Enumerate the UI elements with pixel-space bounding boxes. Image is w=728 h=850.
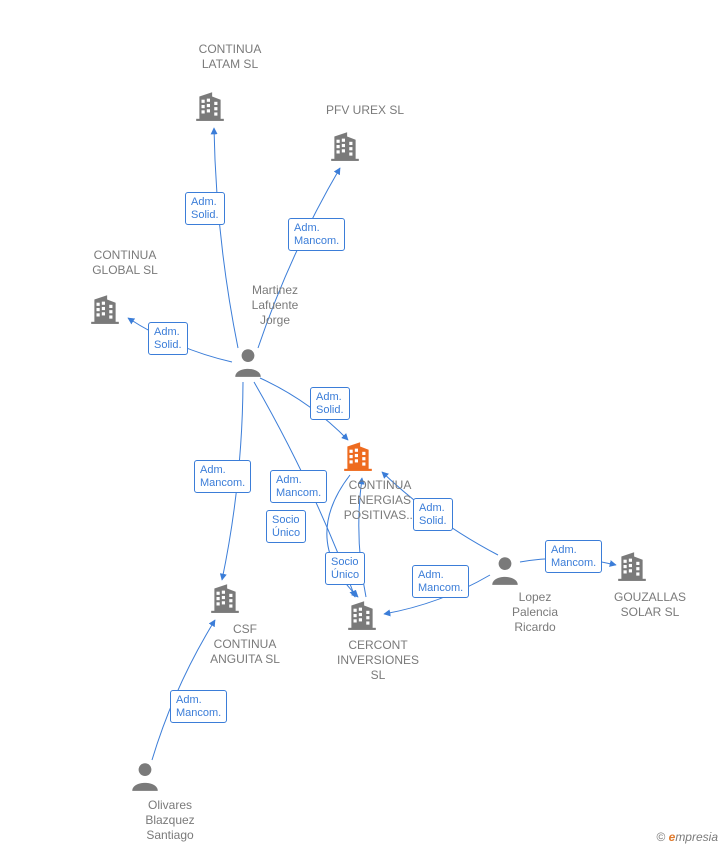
person-icon-lopez[interactable]	[488, 553, 522, 592]
copyright-symbol: ©	[656, 830, 665, 844]
edge-label-continua_energias-cercont: Socio Único	[266, 510, 306, 543]
edge-martinez-continua_global	[128, 318, 232, 362]
edge-label-martinez-csf_anguita: Adm. Mancom.	[194, 460, 251, 493]
edge-martinez-continua_energias	[260, 378, 348, 440]
edge-label-martinez-continua_energias: Adm. Solid.	[310, 387, 350, 420]
edge-label-olivares-csf_anguita: Adm. Mancom.	[170, 690, 227, 723]
edge-cercont-continua_energias	[359, 478, 366, 597]
brand-rest: mpresia	[675, 830, 718, 844]
node-label-cercont: CERCONT INVERSIONES SL	[328, 638, 428, 683]
edge-label-martinez-pfv_urex: Adm. Mancom.	[288, 218, 345, 251]
node-label-martinez: Martinez Lafuente Jorge	[225, 283, 325, 328]
building-icon-cercont[interactable]	[345, 597, 379, 636]
edge-canvas	[0, 0, 728, 850]
edge-label-martinez-cercont: Adm. Mancom.	[270, 470, 327, 503]
edge-label-cercont-continua_energias: Socio Único	[325, 552, 365, 585]
edge-lopez-continua_energias	[382, 472, 498, 555]
building-icon-pfv_urex[interactable]	[328, 128, 362, 167]
edge-label-martinez-continua_latam: Adm. Solid.	[185, 192, 225, 225]
person-icon-olivares[interactable]	[128, 759, 162, 798]
node-label-continua_global: CONTINUA GLOBAL SL	[75, 248, 175, 278]
node-label-pfv_urex: PFV UREX SL	[315, 103, 415, 118]
node-label-olivares: Olivares Blazquez Santiago	[120, 798, 220, 843]
person-icon-martinez[interactable]	[231, 345, 265, 384]
edge-martinez-pfv_urex	[258, 168, 340, 348]
edge-lopez-gouzallas	[520, 558, 616, 565]
footer-credit: © empresia	[656, 830, 718, 844]
edge-label-lopez-cercont: Adm. Mancom.	[412, 565, 469, 598]
edge-label-lopez-gouzallas: Adm. Mancom.	[545, 540, 602, 573]
edge-label-martinez-continua_global: Adm. Solid.	[148, 322, 188, 355]
building-icon-continua_energias[interactable]	[341, 438, 375, 477]
node-label-continua_latam: CONTINUA LATAM SL	[180, 42, 280, 72]
edge-label-lopez-continua_energias: Adm. Solid.	[413, 498, 453, 531]
edge-olivares-csf_anguita	[152, 620, 215, 760]
edge-lopez-cercont	[384, 575, 490, 614]
edge-martinez-cercont	[254, 382, 355, 597]
building-icon-csf_anguita[interactable]	[208, 580, 242, 619]
edge-continua_energias-cercont	[327, 475, 358, 597]
node-label-continua_energias: CONTINUA ENERGIAS POSITIVAS...	[330, 478, 430, 523]
edge-martinez-continua_latam	[214, 128, 238, 348]
edge-martinez-csf_anguita	[222, 382, 243, 580]
building-icon-continua_global[interactable]	[88, 291, 122, 330]
node-label-lopez: Lopez Palencia Ricardo	[485, 590, 585, 635]
building-icon-gouzallas[interactable]	[615, 548, 649, 587]
node-label-csf_anguita: CSF CONTINUA ANGUITA SL	[195, 622, 295, 667]
node-label-gouzallas: GOUZALLAS SOLAR SL	[600, 590, 700, 620]
building-icon-continua_latam[interactable]	[193, 88, 227, 127]
